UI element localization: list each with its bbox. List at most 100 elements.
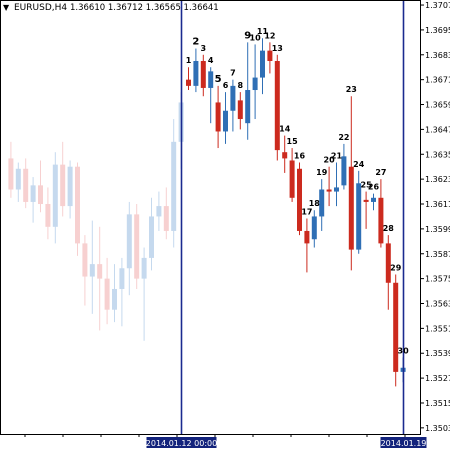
context-candle [149, 197, 154, 271]
candle [237, 92, 243, 130]
context-candle [163, 187, 169, 240]
context-candle-body [141, 257, 147, 279]
context-candle-body [8, 158, 14, 190]
candle-body [260, 50, 265, 78]
candle-body [200, 60, 206, 88]
candle-number-label: 20 [324, 156, 336, 165]
candle-number-label: 18 [309, 199, 321, 208]
candle-number-label: 24 [353, 160, 365, 169]
candle-labels: 1234567891011121314151617181920212223242… [186, 27, 409, 355]
candle-body [311, 216, 317, 240]
candle-number-label: 21 [331, 152, 343, 161]
candle [348, 96, 354, 271]
context-candle-body [52, 164, 58, 227]
context-candle-body [82, 243, 88, 277]
candle-body [282, 152, 288, 159]
candle-number-label: 8 [238, 81, 244, 90]
candle-body [252, 77, 258, 91]
candle [267, 42, 273, 74]
candle-body [237, 100, 243, 120]
price-tick-label: 1.36950 [425, 26, 450, 35]
price-tick-label: 1.36350 [425, 150, 450, 159]
candle [311, 210, 317, 248]
chart-header: ▼ EURUSD,H4 1.36610 1.36712 1.36565 1.36… [3, 3, 219, 13]
candle [393, 274, 399, 387]
candle-number-label: 10 [250, 33, 262, 42]
context-candle [171, 119, 177, 248]
candle-body [319, 189, 325, 217]
context-candles [8, 92, 184, 341]
candle-number-label: 27 [375, 168, 386, 177]
context-candle [60, 141, 66, 217]
price-axis: 1.37070 1.36950 1.36830 1.36710 1.36590 1.364… [420, 1, 450, 433]
candle-number-label: 15 [287, 137, 299, 146]
candle-number-label: 13 [272, 44, 283, 53]
price-tick-label: 1.35870 [425, 250, 450, 259]
time-axis [24, 434, 406, 437]
candle-body [378, 197, 384, 244]
candle [371, 193, 376, 211]
context-candle [112, 264, 117, 323]
candle-number-label: 11 [257, 27, 269, 36]
candle-number-label: 29 [390, 263, 402, 272]
candle [215, 85, 221, 149]
candle-body [297, 168, 302, 231]
candle-body [363, 199, 369, 202]
candles [186, 38, 406, 387]
context-candle [134, 204, 140, 289]
candle-number-label: 3 [201, 44, 207, 53]
price-tick-label: 1.35270 [425, 374, 450, 383]
price-tick-label: 1.36470 [425, 125, 450, 134]
candle [304, 218, 310, 273]
candle-body [326, 189, 332, 192]
context-candle-body [104, 278, 110, 310]
candle [363, 191, 369, 229]
price-tick-label: 1.36230 [425, 175, 450, 184]
candle [252, 44, 258, 120]
context-candle [97, 226, 103, 331]
candle [385, 235, 391, 310]
context-candle-body [60, 164, 66, 207]
candle-body [334, 187, 339, 192]
candle-body [223, 110, 228, 132]
context-candle-body [97, 264, 103, 279]
candle-number-label: 5 [215, 74, 222, 85]
candle-number-label: 28 [383, 224, 395, 233]
context-candle-body [171, 141, 177, 231]
candle [326, 166, 332, 207]
candle-number-label: 14 [279, 125, 291, 134]
context-candle-body [112, 288, 117, 310]
candle [260, 38, 265, 95]
context-candle [126, 201, 132, 296]
price-tick-label: 1.36710 [425, 76, 450, 85]
candle-number-label: 7 [230, 69, 236, 78]
context-candle-body [156, 206, 162, 217]
candle-body [393, 282, 399, 372]
context-candle [8, 141, 14, 198]
candle-body [341, 156, 347, 186]
candle [193, 48, 199, 93]
candle-number-label: 1 [186, 56, 192, 65]
symbol-label: EURUSD,H4 [14, 3, 67, 13]
date-marker-label-bg [146, 437, 217, 448]
price-tick-label: 1.37070 [425, 1, 450, 10]
candle [319, 179, 325, 231]
context-candle [52, 152, 58, 244]
price-tick-label: 1.35750 [425, 275, 450, 284]
candle-body [385, 243, 391, 283]
context-candle-body [15, 168, 21, 190]
context-candle [45, 187, 51, 240]
candle-body [215, 102, 221, 132]
context-candle [141, 247, 147, 341]
context-candle [67, 160, 73, 219]
candle [341, 143, 347, 190]
price-tick-label: 1.35630 [425, 299, 450, 308]
candle-number-label: 6 [223, 81, 229, 90]
candle-number-label: 25 [361, 181, 373, 190]
context-candle [75, 162, 80, 256]
candle [208, 67, 214, 124]
context-candle-body [119, 268, 125, 289]
candle [289, 148, 295, 202]
